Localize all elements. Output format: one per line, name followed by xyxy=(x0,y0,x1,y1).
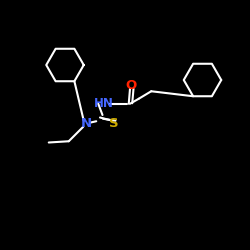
Text: S: S xyxy=(109,117,118,130)
Text: N: N xyxy=(81,117,92,130)
Text: O: O xyxy=(126,79,137,92)
Text: HN: HN xyxy=(94,97,114,110)
